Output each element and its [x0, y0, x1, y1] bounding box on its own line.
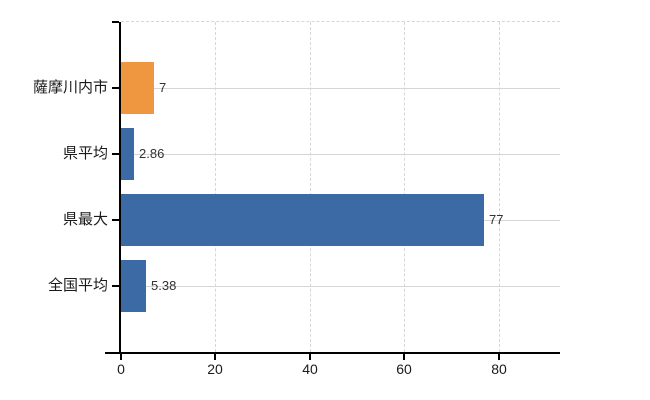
x-tick-label: 40: [302, 361, 318, 377]
y-axis-end-tick: [112, 21, 119, 23]
x-axis-tick: [498, 354, 500, 360]
y-axis-tick: [112, 153, 119, 155]
plot-top-border: [116, 21, 560, 22]
bar-2: [121, 128, 134, 180]
y-axis-tick: [112, 219, 119, 221]
category-label: 県平均: [62, 145, 108, 162]
y-axis-line: [119, 22, 121, 354]
y-axis-tick: [112, 285, 119, 287]
x-tick-label: 80: [491, 361, 507, 377]
value-label: 7: [159, 80, 167, 95]
gridline-vertical: [215, 22, 216, 352]
gridline-horizontal: [121, 286, 560, 287]
gridline-horizontal: [121, 88, 560, 89]
category-label: 薩摩川内市: [32, 79, 108, 96]
gridline-vertical: [404, 22, 405, 352]
x-tick-label: 0: [117, 361, 125, 377]
gridline-vertical: [310, 22, 311, 352]
value-label: 2.86: [139, 146, 165, 161]
gridline-vertical: [499, 22, 500, 352]
category-label: 県最大: [62, 211, 108, 228]
bar-3: [121, 194, 484, 246]
x-tick-label: 60: [396, 361, 412, 377]
value-label: 77: [489, 212, 504, 227]
category-label: 全国平均: [47, 277, 108, 294]
value-label: 5.38: [151, 278, 177, 293]
gridline-horizontal: [121, 154, 560, 155]
bar-1: [121, 62, 154, 114]
x-axis-tick: [403, 354, 405, 360]
bar-4: [121, 260, 146, 312]
x-axis-tick: [309, 354, 311, 360]
x-axis-tick: [120, 354, 122, 360]
x-tick-label: 20: [207, 361, 223, 377]
y-axis-tick: [112, 87, 119, 89]
x-axis-line: [105, 352, 560, 354]
x-axis-tick: [214, 354, 216, 360]
